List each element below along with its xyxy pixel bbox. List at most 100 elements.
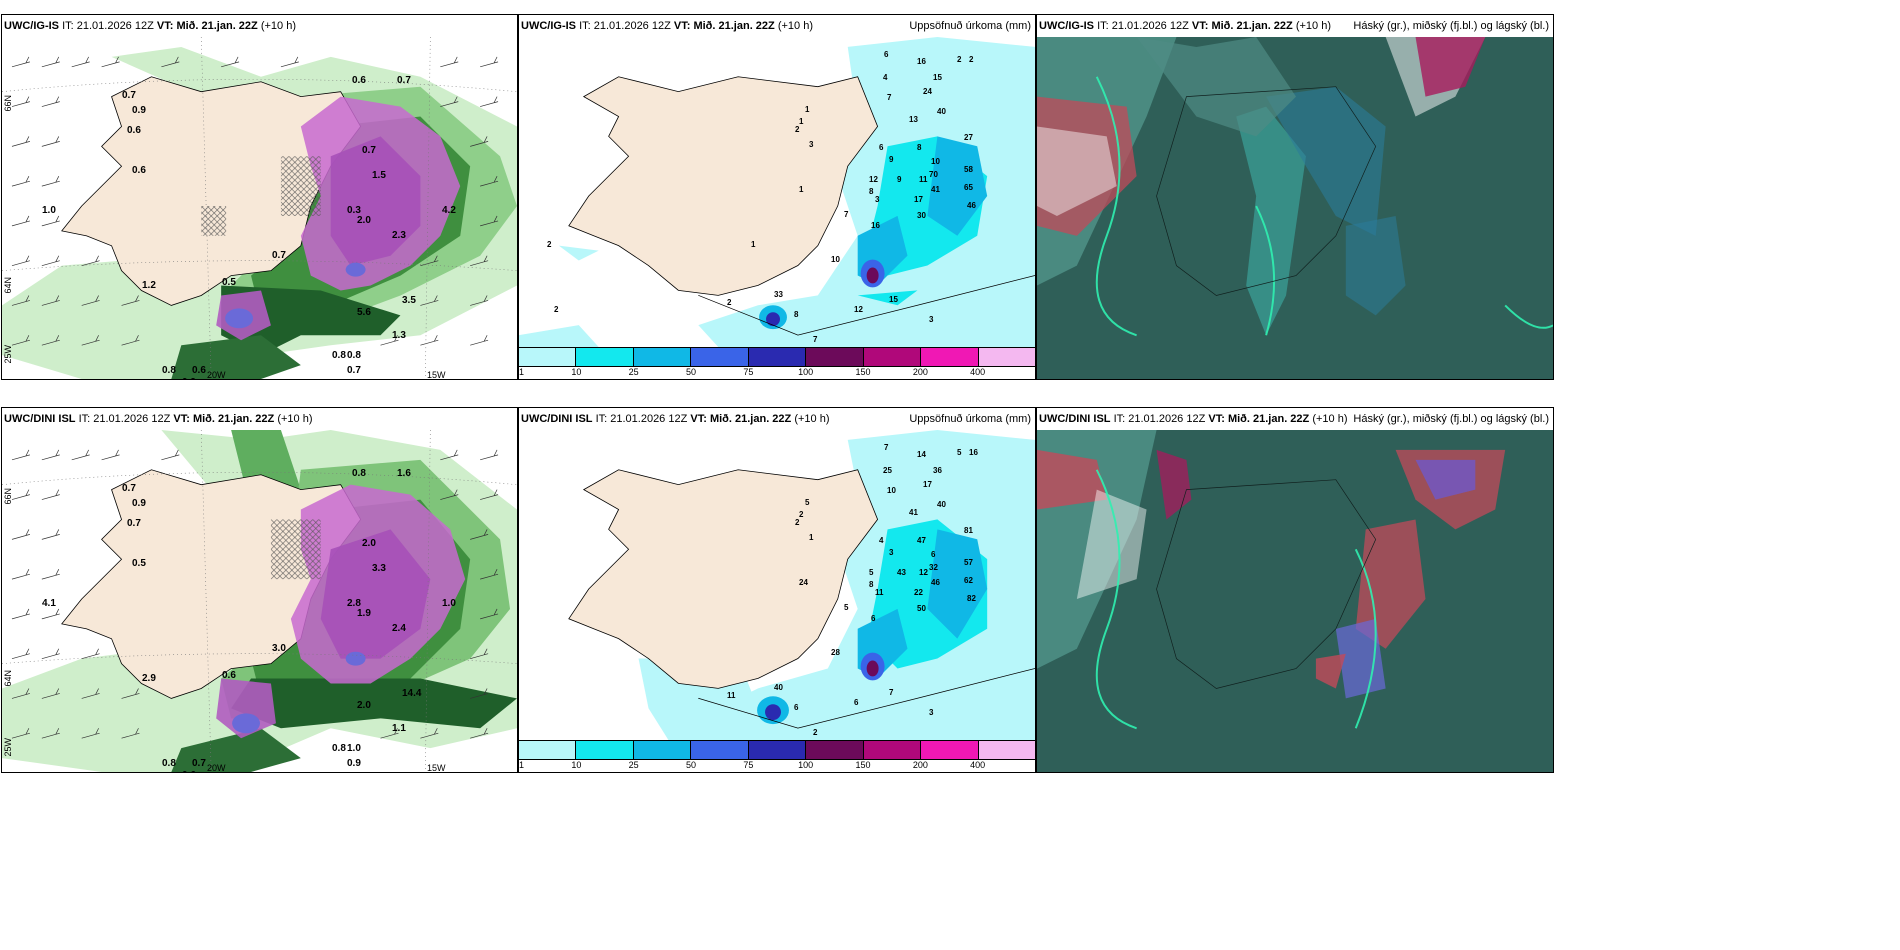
cloud-map-svg	[1037, 37, 1553, 379]
model-name: UWC/DINI ISL	[4, 413, 76, 425]
panel-cloud-bottom: UWC/DINI ISL IT: 21.01.2026 12Z VT: Mið.…	[1036, 407, 1554, 773]
legend-tick-label: 50	[685, 367, 697, 377]
legend-swatch	[978, 741, 1035, 759]
cloud-map-svg	[1037, 430, 1553, 772]
legend-swatch	[519, 741, 577, 759]
model-name: UWC/IG-IS	[4, 20, 59, 32]
legend-tick-label: 10	[571, 760, 582, 770]
panel-header: UWC/DINI ISL IT: 21.01.2026 12Z VT: Mið.…	[519, 408, 1035, 430]
panel-precip-top: UWC/IG-IS IT: 21.01.2026 12Z VT: Mið. 21…	[518, 14, 1036, 380]
panel-cloud-top: UWC/IG-IS IT: 21.01.2026 12Z VT: Mið. 21…	[1036, 14, 1554, 380]
it-value: 21.01.2026 12Z	[1128, 413, 1206, 425]
vt-value: Mið. 21.jan. 22Z	[1227, 413, 1310, 425]
panel-title: Uppsöfnuð úrkoma (mm)	[909, 20, 1031, 32]
legend-swatch	[863, 348, 922, 366]
wind-map-svg	[2, 430, 517, 772]
legend-swatch	[806, 741, 864, 759]
legend-ticks: 1 10 25 50 75 100 150 200 400	[519, 367, 1035, 379]
panel-precip-bottom: UWC/DINI ISL IT: 21.01.2026 12Z VT: Mið.…	[518, 407, 1036, 773]
legend-tick-label: 75	[743, 367, 754, 377]
lon-label-15w: 15W	[427, 370, 446, 380]
legend-swatch	[519, 348, 577, 366]
lead-time: (+10 h)	[794, 413, 830, 425]
legend-tick-label: 100	[798, 760, 814, 770]
lead-time: (+10 h)	[1295, 20, 1331, 32]
cloud-map[interactable]	[1037, 430, 1553, 772]
panel-wind-top: UWC/IG-IS IT: 21.01.2026 12Z VT: Mið. 21…	[1, 14, 518, 380]
model-name: UWC/DINI ISL	[521, 413, 593, 425]
lat-label-25w: 25W	[3, 738, 13, 757]
legend-tick-label: 200	[912, 760, 928, 770]
vt-label: VT:	[690, 413, 707, 425]
legend-tick-label: 400	[970, 760, 986, 770]
it-label: IT:	[595, 413, 608, 425]
legend-swatch	[921, 348, 979, 366]
legend-tick-label: 400	[970, 367, 986, 377]
precip-legend: 1 10 25 50 75 100 150 200 400	[519, 740, 1035, 772]
lat-label-66n: 66N	[3, 488, 13, 505]
precip-map[interactable]: 7 14 5 25 17 36 10 41 40 4 3 47 6 81 5 43 12 32 57 8 22 46 62 1…	[519, 430, 1035, 740]
it-label: IT:	[62, 20, 74, 32]
lead-time: (+10 h)	[1312, 413, 1348, 425]
it-value: 21.01.2026 12Z	[593, 20, 671, 32]
legend-tick-label: 10	[571, 367, 582, 377]
it-value: 21.01.2026 12Z	[76, 20, 154, 32]
vt-value: Mið. 21.jan. 22Z	[176, 20, 258, 32]
it-value: 21.01.2026 12Z	[610, 413, 688, 425]
model-name: UWC/DINI ISL	[1039, 413, 1111, 425]
lat-label-66n: 66N	[3, 95, 13, 112]
wind-map-svg	[2, 37, 517, 379]
legend-swatch	[921, 741, 979, 759]
vt-label: VT:	[1191, 20, 1209, 32]
it-label: IT:	[78, 413, 91, 425]
wind-map[interactable]: 0.8 1.6 0.7 0.9 0.7 0.5 2.0 3.3 2.8 1.9 2.4 2.0 0.8 1…	[2, 430, 517, 772]
model-name: UWC/IG-IS	[1039, 20, 1094, 32]
legend-tick-label: 50	[685, 760, 697, 770]
legend-swatch	[863, 741, 922, 759]
it-value: 21.01.2026 12Z	[93, 413, 171, 425]
legend-swatch	[576, 348, 634, 366]
vt-label: VT:	[1208, 413, 1225, 425]
panel-title: Háský (gr.), miðský (fj.bl.) og lágský (…	[1353, 20, 1549, 32]
legend-bar	[519, 347, 1035, 367]
lon-label-20w: 20W	[207, 370, 226, 380]
precip-map[interactable]: 6 16 2 4 24 15 7 13 40 6 9 8 10 27 12 9 11 70 58 8 17 41 65 3 16…	[519, 37, 1035, 347]
precip-map-svg	[519, 430, 1035, 740]
panel-header: UWC/IG-IS IT: 21.01.2026 12Z VT: Mið. 21…	[1037, 15, 1553, 37]
lead-time: (+10 h)	[260, 20, 296, 32]
panel-header: UWC/IG-IS IT: 21.01.2026 12Z VT: Mið. 21…	[2, 15, 517, 37]
legend-swatch	[691, 348, 749, 366]
cloud-map[interactable]	[1037, 37, 1553, 379]
vt-label: VT:	[673, 20, 691, 32]
legend-swatch	[978, 348, 1035, 366]
legend-swatch	[691, 741, 749, 759]
panel-wind-bottom: UWC/DINI ISL IT: 21.01.2026 12Z VT: Mið.…	[1, 407, 518, 773]
legend-ticks: 1 10 25 50 75 100 150 200 400	[519, 760, 1035, 772]
panel-header: UWC/DINI ISL IT: 21.01.2026 12Z VT: Mið.…	[2, 408, 517, 430]
legend-swatch	[633, 741, 692, 759]
it-label: IT:	[1113, 413, 1126, 425]
panel-title: Uppsöfnuð úrkoma (mm)	[909, 413, 1031, 425]
lead-time: (+10 h)	[277, 413, 313, 425]
legend-tick-label: 150	[855, 760, 871, 770]
lead-time: (+10 h)	[777, 20, 813, 32]
vt-value: Mið. 21.jan. 22Z	[1211, 20, 1293, 32]
vt-value: Mið. 21.jan. 22Z	[709, 413, 792, 425]
lon-label-15w: 15W	[427, 763, 446, 773]
legend-swatch	[748, 348, 807, 366]
lon-label-20w: 20W	[207, 763, 226, 773]
vt-value: Mið. 21.jan. 22Z	[693, 20, 775, 32]
legend-bar	[519, 740, 1035, 760]
precip-legend: 1 10 25 50 75 100 150 200 400	[519, 347, 1035, 379]
legend-swatch	[633, 348, 692, 366]
legend-tick-label: 1	[519, 760, 525, 770]
legend-tick-label: 25	[628, 760, 639, 770]
it-label: IT:	[1097, 20, 1109, 32]
precip-map-svg	[519, 37, 1035, 347]
vt-label: VT:	[156, 20, 174, 32]
legend-swatch	[748, 741, 807, 759]
legend-swatch	[576, 741, 634, 759]
legend-tick-label: 150	[855, 367, 871, 377]
wind-map[interactable]: 0.6 0.7 0.7 0.9 0.6 0.6 0.7 1.5 0.3 2.0 2.3 5.6 0.8 0…	[2, 37, 517, 379]
it-label: IT:	[579, 20, 591, 32]
